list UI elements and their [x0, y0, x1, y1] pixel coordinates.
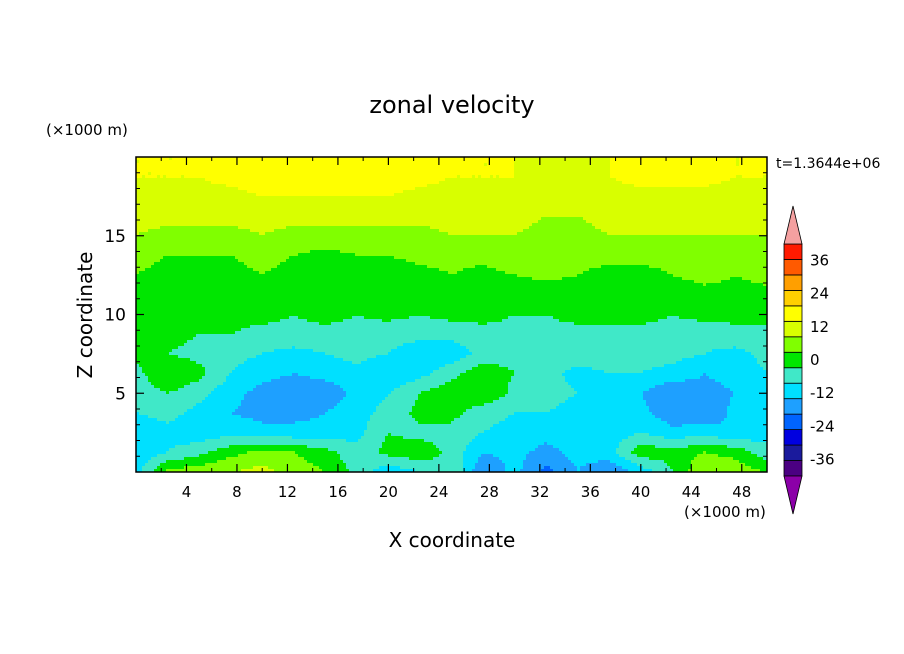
y-unit-label: (×1000 m)	[46, 121, 128, 139]
colorbar-band	[784, 244, 802, 259]
y-axis-label: Z coordinate	[73, 252, 97, 379]
colorbar-band	[784, 290, 802, 305]
x-tick-label: 4	[182, 483, 192, 501]
colorbar-tick-label: 12	[810, 318, 829, 336]
x-tick-label: 16	[328, 483, 347, 501]
time-label: t=1.3644e+06	[776, 156, 880, 172]
x-tick-label: 48	[732, 483, 751, 501]
y-tick-label: 5	[115, 384, 126, 404]
colorbar-band	[784, 337, 802, 352]
colorbar-tick-label: 24	[810, 285, 829, 303]
colorbar-under-arrow	[784, 476, 802, 514]
colorbar-tick-label: -24	[810, 417, 835, 435]
colorbar-band	[784, 352, 802, 367]
colorbar-tick-label: 36	[810, 252, 829, 270]
x-tick-label: 24	[429, 483, 448, 501]
x-axis-label: X coordinate	[389, 528, 516, 552]
colorbar-band	[784, 414, 802, 429]
colorbar-band	[784, 461, 802, 476]
colorbar-tick-label: 0	[810, 351, 820, 369]
x-tick-label: 32	[530, 483, 549, 501]
x-tick-label: 12	[278, 483, 297, 501]
colorbar-tick-label: -36	[810, 450, 835, 468]
colorbar-over-arrow	[784, 206, 802, 244]
x-tick-label: 20	[379, 483, 398, 501]
x-tick-label: 36	[581, 483, 600, 501]
colorbar-band	[784, 321, 802, 336]
x-tick-label: 44	[682, 483, 701, 501]
chart-title: zonal velocity	[369, 91, 534, 119]
x-tick-label: 40	[631, 483, 650, 501]
x-tick-label: 28	[480, 483, 499, 501]
contour-field	[136, 157, 767, 472]
x-unit-label: (×1000 m)	[684, 503, 766, 521]
colorbar-band	[784, 259, 802, 274]
colorbar-band	[784, 383, 802, 398]
colorbar-band	[784, 430, 802, 445]
colorbar-tick-label: -12	[810, 384, 835, 402]
colorbar-band	[784, 306, 802, 321]
colorbar-band	[784, 445, 802, 460]
colorbar-band	[784, 275, 802, 290]
y-tick-label: 15	[104, 227, 126, 247]
colorbar-legend: -36 -24 -12 0 12 24 36	[784, 206, 835, 514]
colorbar-band	[784, 399, 802, 414]
colorbar-band	[784, 368, 802, 383]
y-tick-label: 10	[104, 306, 126, 326]
x-tick-label: 8	[232, 483, 242, 501]
